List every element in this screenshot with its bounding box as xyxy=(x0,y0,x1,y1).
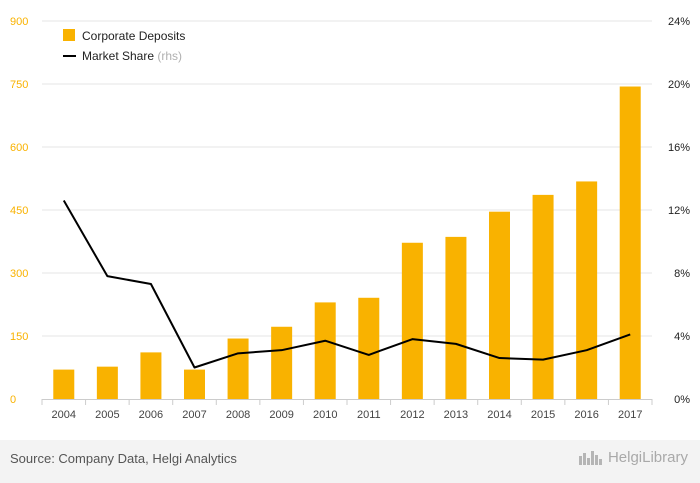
right-axis-tick-label: 8% xyxy=(674,268,690,280)
bar-corporate-deposits xyxy=(271,326,293,399)
bar-corporate-deposits xyxy=(401,242,423,399)
bar-corporate-deposits xyxy=(576,181,598,399)
bar-corporate-deposits xyxy=(619,86,641,400)
right-axis-tick-label: 4% xyxy=(674,331,690,343)
right-axis-tick-label: 0% xyxy=(674,394,690,406)
legend-label-market-share: Market Share (rhs) xyxy=(82,49,182,63)
bar-corporate-deposits xyxy=(140,352,162,399)
right-axis-tick-label: 24% xyxy=(668,16,690,28)
bar-corporate-deposits xyxy=(227,338,249,399)
x-axis-tick-label: 2005 xyxy=(95,409,119,421)
x-axis-tick-label: 2014 xyxy=(487,409,511,421)
right-axis-tick-label: 12% xyxy=(668,205,690,217)
source-text: Source: Company Data, Helgi Analytics xyxy=(10,451,237,466)
left-axis-tick-label: 150 xyxy=(10,331,28,343)
left-axis-tick-label: 450 xyxy=(10,205,28,217)
x-axis-tick-label: 2006 xyxy=(139,409,163,421)
right-axis-tick-label: 20% xyxy=(668,79,690,91)
x-axis-tick-label: 2011 xyxy=(357,409,381,421)
x-axis-tick-label: 2007 xyxy=(182,409,206,421)
legend-swatch-corporate-deposits xyxy=(63,29,75,41)
left-axis-tick-label: 300 xyxy=(10,268,28,280)
x-axis-tick-label: 2013 xyxy=(444,409,468,421)
legend-suffix-rhs: (rhs) xyxy=(157,49,182,63)
chart: 0 0% 150 4% 300 8% 450 12% 600 16% 750 20% 900 24% 200… xyxy=(10,16,690,421)
left-axis-tick-label: 600 xyxy=(10,142,28,154)
bar-corporate-deposits xyxy=(53,369,75,399)
bar-corporate-deposits xyxy=(489,211,510,399)
x-axis-tick-label: 2010 xyxy=(313,409,337,421)
left-axis-tick-label: 0 xyxy=(10,394,16,406)
x-axis-tick-label: 2012 xyxy=(400,409,424,421)
brand[interactable]: HelgiLibrary xyxy=(578,449,688,466)
brand-label: HelgiLibrary xyxy=(607,449,688,466)
bar-corporate-deposits xyxy=(96,366,118,399)
right-axis-tick-label: 16% xyxy=(668,142,690,154)
bar-corporate-deposits xyxy=(445,236,467,399)
left-axis-tick-label: 750 xyxy=(10,79,28,91)
bar-corporate-deposits xyxy=(358,297,380,399)
x-axis-tick-label: 2009 xyxy=(269,409,293,421)
left-axis-tick-label: 900 xyxy=(10,16,28,28)
x-axis-tick-label: 2017 xyxy=(618,409,642,421)
bar-corporate-deposits xyxy=(184,369,205,399)
legend-label-corporate-deposits: Corporate Deposits xyxy=(82,29,185,43)
x-axis-tick-label: 2004 xyxy=(52,409,76,421)
footer: Source: Company Data, Helgi Analytics He… xyxy=(0,440,700,483)
bar-corporate-deposits xyxy=(532,194,554,399)
bar-corporate-deposits xyxy=(314,302,336,399)
helgi-library-logo-icon xyxy=(578,450,602,465)
x-axis-tick-label: 2015 xyxy=(531,409,555,421)
x-axis-tick-label: 2008 xyxy=(226,409,250,421)
x-axis-tick-label: 2016 xyxy=(574,409,598,421)
line-market-share xyxy=(62,200,631,369)
